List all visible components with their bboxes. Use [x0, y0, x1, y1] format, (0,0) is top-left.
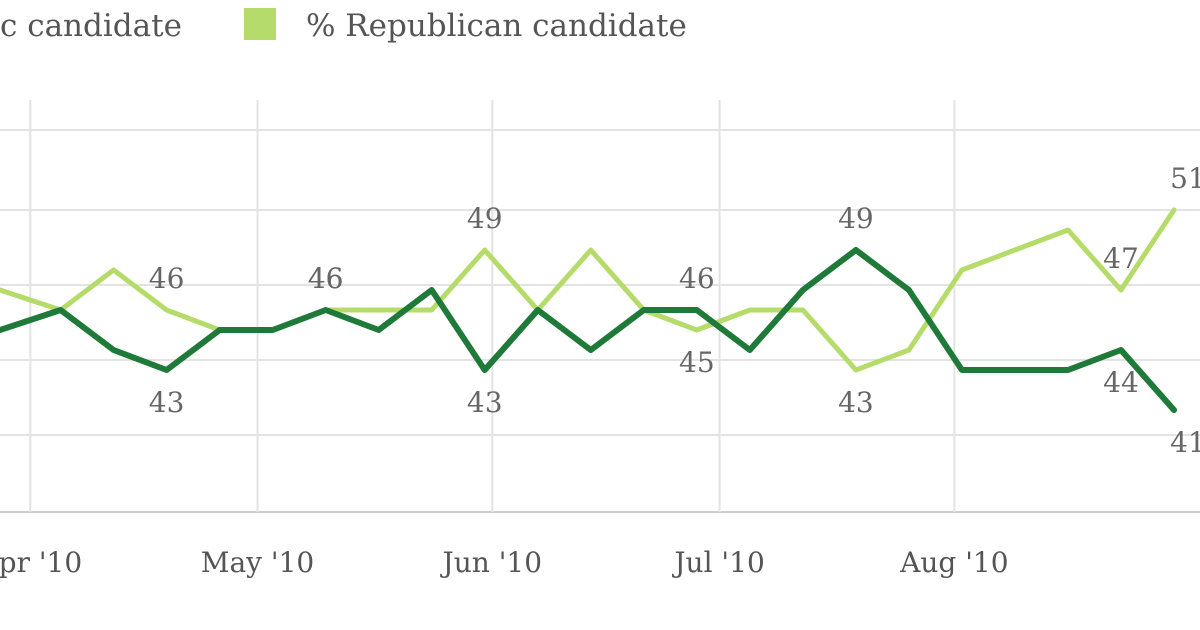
- legend-swatch-republican: [244, 8, 276, 40]
- series-lines: [0, 207, 1177, 413]
- data-label: 41: [1170, 426, 1200, 459]
- legend: c candidate % Republican candidate: [0, 8, 687, 44]
- data-label: 46: [679, 262, 715, 295]
- data-label: 49: [467, 202, 503, 235]
- grid: [0, 100, 1200, 513]
- data-label: 46: [308, 262, 344, 295]
- data-label: 47: [1103, 242, 1139, 275]
- x-tick-label: Apr '10: [0, 546, 82, 579]
- x-tick-label: Jul '10: [671, 546, 764, 579]
- data-label: 45: [679, 346, 715, 379]
- legend-label-republican: % Republican candidate: [306, 8, 687, 44]
- data-label: 43: [838, 386, 874, 419]
- data-label: 46: [149, 262, 185, 295]
- data-label: 43: [149, 386, 185, 419]
- x-tick-label: Aug '10: [899, 546, 1008, 579]
- x-axis-ticks: Apr '10 May '10 Jun '10 Jul '10 Aug '10: [0, 546, 1009, 579]
- data-label: 43: [467, 386, 503, 419]
- series-line-democratic: [0, 247, 1177, 413]
- data-label: 51: [1170, 162, 1200, 195]
- x-tick-label: Jun '10: [440, 546, 543, 579]
- data-label: 44: [1103, 366, 1139, 399]
- legend-label-democratic: c candidate: [0, 8, 182, 44]
- x-tick-label: May '10: [201, 546, 314, 579]
- data-label: 46: [308, 262, 344, 295]
- series-line-republican: [0, 207, 1177, 373]
- data-label: 49: [838, 202, 874, 235]
